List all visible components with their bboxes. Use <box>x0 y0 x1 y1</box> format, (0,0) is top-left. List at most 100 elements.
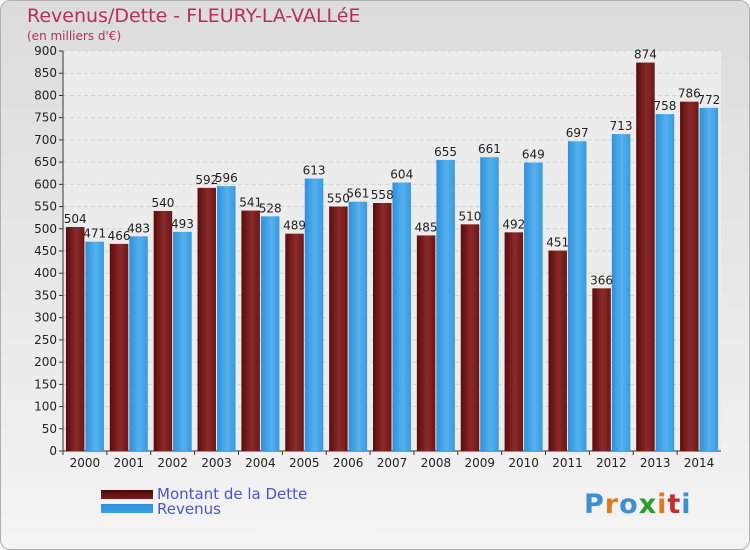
x-tick-label: 2003 <box>201 456 232 470</box>
x-tick-label: 2001 <box>114 456 145 470</box>
value-label-dette-2001: 466 <box>108 229 131 243</box>
y-tick-label: 400 <box>34 266 57 280</box>
bar-revenus-2004 <box>260 216 280 451</box>
value-label-dette-2004: 541 <box>239 196 262 210</box>
bar-dette-2001 <box>109 243 129 451</box>
x-tick-label: 2012 <box>596 456 627 470</box>
bar-revenus-2014 <box>699 107 719 451</box>
x-tick-label: 2002 <box>157 456 188 470</box>
x-tick-label: 2009 <box>464 456 495 470</box>
bar-revenus-2010 <box>524 162 543 452</box>
x-tick-label: 2010 <box>508 456 539 470</box>
y-tick-label: 250 <box>34 333 57 347</box>
bar-dette-2012 <box>592 288 611 451</box>
legend-label-revenus: Revenus <box>157 500 221 518</box>
y-tick-label: 600 <box>34 177 57 191</box>
x-tick-label: 2013 <box>640 456 671 470</box>
value-label-revenus-2000: 471 <box>83 227 106 241</box>
y-tick-label: 350 <box>34 288 57 302</box>
x-tick-label: 2000 <box>70 456 101 470</box>
value-label-dette-2002: 540 <box>151 196 174 210</box>
bar-revenus-2007 <box>392 182 411 452</box>
y-tick-label: 300 <box>34 311 57 325</box>
value-label-dette-2009: 510 <box>459 209 482 223</box>
value-label-revenus-2008: 655 <box>434 145 457 159</box>
value-label-dette-2006: 550 <box>327 192 350 206</box>
y-tick-label: 150 <box>34 377 57 391</box>
chart-subtitle: (en milliers d'€) <box>27 29 122 43</box>
bar-dette-2000 <box>65 227 85 451</box>
bar-revenus-2005 <box>304 178 324 452</box>
value-label-revenus-2011: 697 <box>566 126 589 140</box>
x-tick-label: 2004 <box>245 456 276 470</box>
bar-dette-2007 <box>373 203 392 451</box>
value-label-dette-2011: 451 <box>546 236 569 250</box>
x-tick-label: 2006 <box>333 456 364 470</box>
legend-label-debt: Montant de la Dette <box>157 485 308 503</box>
value-label-revenus-2013: 758 <box>653 99 676 113</box>
bar-dette-2014 <box>680 101 699 452</box>
value-label-revenus-2014: 772 <box>697 93 720 107</box>
bar-revenus-2013 <box>655 114 675 451</box>
value-label-revenus-2012: 713 <box>610 119 633 133</box>
value-label-revenus-2005: 613 <box>303 164 326 178</box>
value-label-dette-2013: 874 <box>634 48 657 62</box>
bar-revenus-2003 <box>217 186 236 451</box>
legend-swatch-revenus <box>101 504 153 513</box>
bar-revenus-2009 <box>480 157 499 451</box>
y-tick-label: 50 <box>42 422 57 436</box>
chart-title: Revenus/Dette - FLEURY-LA-VALLéE <box>27 5 361 27</box>
value-label-revenus-2007: 604 <box>390 168 413 182</box>
bar-dette-2013 <box>636 62 655 452</box>
value-label-dette-2010: 492 <box>502 217 525 231</box>
x-tick-label: 2008 <box>421 456 452 470</box>
value-label-revenus-2002: 493 <box>171 217 194 231</box>
x-tick-label: 2014 <box>684 456 715 470</box>
y-tick-label: 450 <box>34 244 57 258</box>
y-tick-label: 650 <box>34 155 57 169</box>
value-label-dette-2014: 786 <box>678 87 701 101</box>
value-label-revenus-2006: 561 <box>346 187 369 201</box>
proxiti-logo: Proxiti <box>584 489 692 520</box>
legend-swatch-debt <box>101 490 153 499</box>
bar-dette-2008 <box>416 235 436 451</box>
bar-revenus-2012 <box>611 134 631 451</box>
value-label-dette-2000: 504 <box>64 212 87 226</box>
bar-dette-2005 <box>285 233 304 451</box>
bar-revenus-2000 <box>85 241 104 451</box>
value-label-revenus-2003: 596 <box>215 171 238 185</box>
y-tick-label: 750 <box>34 111 57 125</box>
y-tick-label: 850 <box>34 66 57 80</box>
x-tick-label: 2005 <box>289 456 320 470</box>
x-tick-label: 2011 <box>552 456 583 470</box>
value-label-dette-2007: 558 <box>371 188 394 202</box>
bar-dette-2004 <box>241 210 260 451</box>
bar-dette-2002 <box>153 211 173 451</box>
bar-dette-2009 <box>460 224 480 451</box>
y-tick-label: 200 <box>34 355 57 369</box>
x-tick-label: 2007 <box>377 456 408 470</box>
value-label-revenus-2001: 483 <box>127 221 150 235</box>
bar-dette-2006 <box>329 206 348 451</box>
y-tick-label: 500 <box>34 222 57 236</box>
y-tick-label: 800 <box>34 88 57 102</box>
value-label-dette-2012: 366 <box>590 273 613 287</box>
bar-revenus-2011 <box>567 141 587 451</box>
value-label-revenus-2009: 661 <box>478 142 501 156</box>
bar-revenus-2001 <box>129 236 148 451</box>
bar-revenus-2006 <box>348 201 368 451</box>
bar-dette-2011 <box>548 250 567 451</box>
value-label-revenus-2004: 528 <box>259 201 282 215</box>
bar-dette-2003 <box>197 187 217 451</box>
bar-revenus-2002 <box>173 231 192 451</box>
y-tick-label: 100 <box>34 400 57 414</box>
bar-dette-2010 <box>504 232 524 451</box>
y-tick-label: 0 <box>49 444 57 458</box>
value-label-dette-2008: 485 <box>415 220 438 234</box>
y-tick-label: 700 <box>34 133 57 147</box>
bar-revenus-2008 <box>436 159 455 451</box>
y-tick-label: 900 <box>34 44 57 58</box>
value-label-dette-2003: 592 <box>195 173 218 187</box>
